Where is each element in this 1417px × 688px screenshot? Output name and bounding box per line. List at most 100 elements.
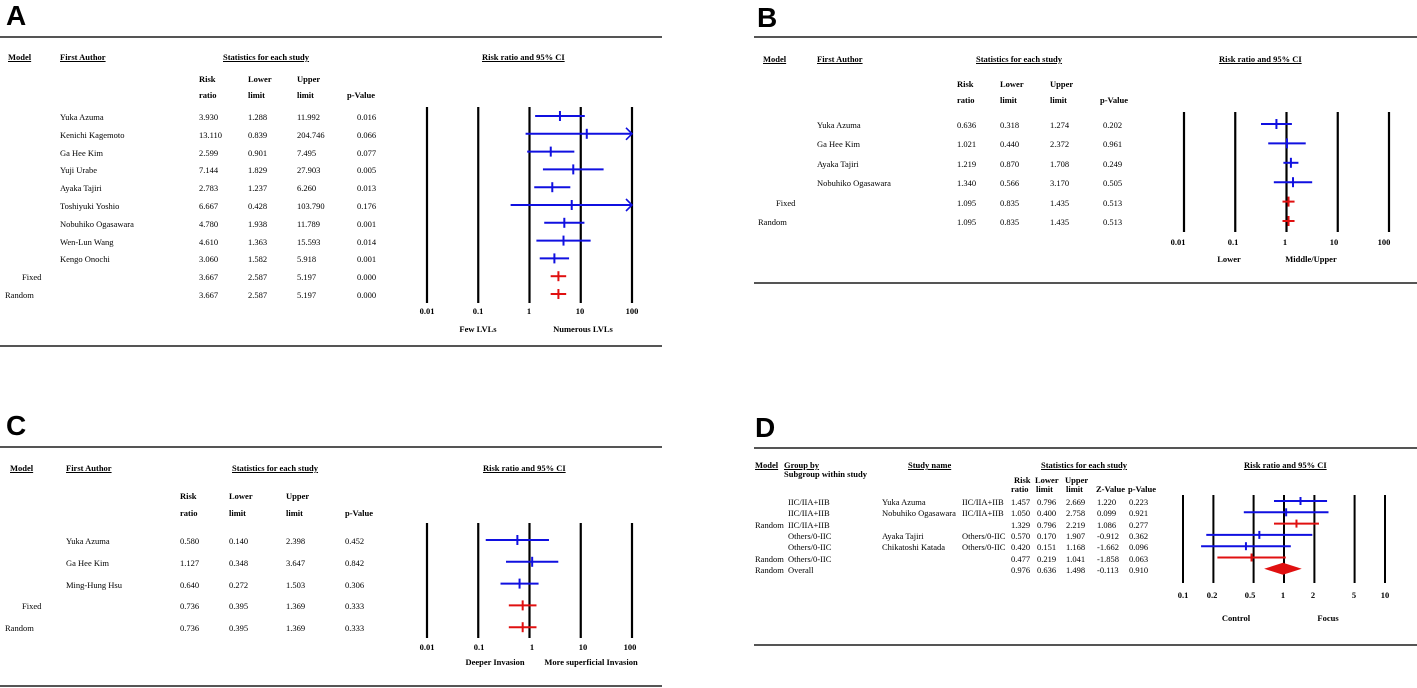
study-estimate xyxy=(1201,542,1291,551)
header-study: Study name xyxy=(908,460,952,470)
risk-ratio-value: 3.667 xyxy=(199,290,219,300)
axis-right-label: Focus xyxy=(1317,613,1339,623)
p-value: 0.202 xyxy=(1103,120,1123,130)
col-zvalue: Z-Value xyxy=(1096,484,1125,494)
risk-ratio-value: 1.127 xyxy=(180,557,200,568)
p-value: 0.249 xyxy=(1103,158,1123,169)
study-name: Ming-Hung Hsu xyxy=(66,579,122,590)
study-name: Yuka Azuma xyxy=(817,120,861,130)
risk-ratio-value: 4.780 xyxy=(199,218,219,229)
col-upper-limit: limit xyxy=(297,90,314,100)
col-pvalue: p-Value xyxy=(1100,95,1129,105)
col-ratio: ratio xyxy=(957,95,975,105)
model-label: Fixed xyxy=(776,197,796,208)
lower-limit-value: 2.587 xyxy=(248,290,268,300)
upper-limit-value: 1.168 xyxy=(1066,542,1086,553)
lower-limit-value: 0.140 xyxy=(229,536,249,546)
tick-label: 0.01 xyxy=(1171,237,1186,247)
p-value: 0.096 xyxy=(1129,542,1149,553)
p-value: 0.910 xyxy=(1129,564,1149,575)
p-value: 0.505 xyxy=(1103,178,1123,189)
risk-ratio-value: 0.580 xyxy=(180,536,200,546)
study-estimate xyxy=(544,217,585,228)
col-ratio: ratio xyxy=(199,90,217,100)
col-risk: Risk xyxy=(199,74,216,84)
upper-limit-value: 1.274 xyxy=(1050,120,1070,130)
p-value: 0.000 xyxy=(357,272,377,283)
subgroup-label: IIC/IIA+IIB xyxy=(962,508,1004,519)
study-name: Ga Hee Kim xyxy=(817,139,860,150)
study-estimate xyxy=(542,164,604,175)
top-rule xyxy=(0,446,662,448)
upper-limit-value: 1.435 xyxy=(1050,197,1070,208)
lower-limit-value: 1.288 xyxy=(248,112,268,122)
overall-diamond xyxy=(1264,562,1302,575)
study-name: Ayaka Tajiri xyxy=(817,158,859,169)
header-ci: Risk ratio and 95% CI xyxy=(1244,460,1327,470)
study-name: Kengo Onochi xyxy=(60,254,110,265)
col-lower: Lower xyxy=(229,491,253,501)
col-upper: Upper xyxy=(1050,79,1074,89)
panel-letter: C xyxy=(6,410,27,441)
study-name: Kenichi Kagemoto xyxy=(60,129,125,140)
pooled-estimate xyxy=(1282,196,1295,207)
risk-ratio-value: 0.736 xyxy=(180,623,200,634)
header-ci: Risk ratio and 95% CI xyxy=(483,463,566,473)
lower-limit-value: 0.901 xyxy=(248,147,268,158)
study-estimate xyxy=(536,235,591,246)
tick-label: 0.01 xyxy=(420,306,435,316)
risk-ratio-value: 1.329 xyxy=(1011,519,1031,530)
bottom-rule xyxy=(754,644,1417,646)
panel-letter: A xyxy=(6,0,27,31)
pooled-estimate xyxy=(1217,553,1286,562)
header-model: Model xyxy=(755,460,779,470)
study-estimate xyxy=(539,253,570,264)
upper-limit-value: 103.790 xyxy=(297,201,325,211)
study-name: Ga Hee Kim xyxy=(60,147,103,158)
upper-limit-value: 5.918 xyxy=(297,254,317,265)
study-name: Yuka Azuma xyxy=(60,112,104,122)
lower-limit-value: 0.835 xyxy=(1000,197,1020,208)
study-estimate xyxy=(1243,508,1329,517)
col-upper: Upper xyxy=(297,74,321,84)
subgroup-label: Others/0-IIC xyxy=(962,530,1006,541)
study-estimate xyxy=(510,198,634,212)
upper-limit-value: 27.903 xyxy=(297,165,321,176)
upper-limit-value: 2.219 xyxy=(1066,519,1086,530)
risk-ratio-value: 1.457 xyxy=(1011,497,1031,507)
top-rule xyxy=(0,36,662,38)
z-value: -1.662 xyxy=(1097,542,1119,553)
risk-ratio-value: 1.050 xyxy=(1011,508,1031,519)
col-pvalue: p-Value xyxy=(345,508,374,518)
bottom-rule xyxy=(0,345,662,347)
tick-label: 0.5 xyxy=(1245,590,1256,600)
model-label: Random xyxy=(5,623,34,634)
pooled-estimate xyxy=(550,289,567,299)
p-value: 0.001 xyxy=(357,254,377,265)
upper-limit-value: 11.789 xyxy=(297,218,321,229)
model-label: Random xyxy=(758,217,787,227)
header-stats: Statistics for each study xyxy=(232,463,319,473)
study-name: Wen-Lun Wang xyxy=(60,236,114,247)
lower-limit-value: 0.870 xyxy=(1000,158,1020,169)
p-value: 0.333 xyxy=(345,601,365,612)
p-value: 0.961 xyxy=(1103,139,1123,150)
p-value: 0.000 xyxy=(357,290,377,300)
risk-ratio-value: 6.667 xyxy=(199,201,219,211)
lower-limit-value: 0.395 xyxy=(229,623,249,634)
risk-ratio-value: 0.477 xyxy=(1011,553,1031,564)
header-stats: Statistics for each study xyxy=(223,52,310,62)
p-value: 0.005 xyxy=(357,165,377,176)
model-label: Fixed xyxy=(22,601,42,612)
tick-label: 0.1 xyxy=(1178,590,1189,600)
col-upper-limit: limit xyxy=(286,508,303,518)
tick-label: 10 xyxy=(1381,590,1390,600)
lower-limit-value: 1.938 xyxy=(248,218,268,229)
p-value: 0.013 xyxy=(357,183,377,194)
p-value: 0.452 xyxy=(345,536,365,546)
study-name: Nobuhiko Ogasawara xyxy=(817,178,891,189)
p-value: 0.001 xyxy=(357,218,377,229)
lower-limit-value: 0.796 xyxy=(1037,519,1057,530)
tick-label: 100 xyxy=(624,642,637,652)
